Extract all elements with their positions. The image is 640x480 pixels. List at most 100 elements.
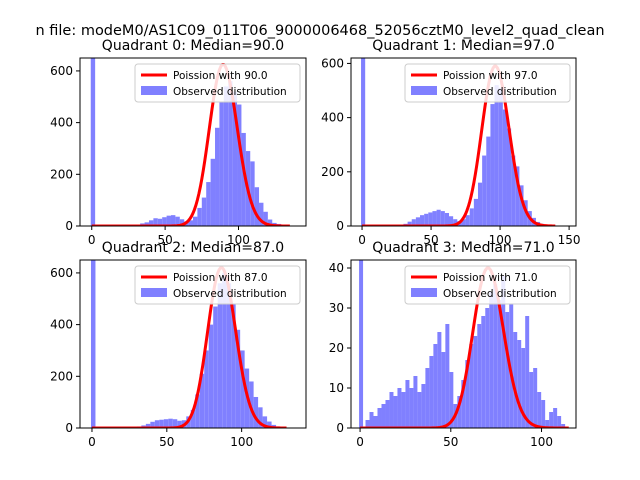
histogram-bar xyxy=(519,185,524,226)
histogram-bar xyxy=(154,420,160,428)
poisson-curve xyxy=(91,62,290,226)
histogram-bar xyxy=(444,212,450,226)
histogram-spike-bar xyxy=(361,58,366,226)
histogram-bar xyxy=(231,303,236,428)
legend-box xyxy=(404,265,571,305)
histogram-bar xyxy=(521,348,526,428)
histogram-bar xyxy=(465,360,470,428)
histogram-bar xyxy=(432,211,437,226)
histogram-bar xyxy=(413,376,418,428)
y-tick-label: 0 xyxy=(336,421,344,435)
histogram-bar xyxy=(433,344,438,428)
histogram-bar xyxy=(262,416,268,428)
histogram-bar xyxy=(153,218,158,226)
legend-bar-swatch xyxy=(141,86,167,95)
histogram-bar xyxy=(232,91,238,226)
poisson-curve xyxy=(361,64,556,226)
legend-label: Poission with 87.0 xyxy=(173,272,268,284)
histogram-bar xyxy=(267,219,273,226)
histogram-bar xyxy=(407,221,412,226)
histogram-bar xyxy=(415,217,421,226)
x-tick-label: 0 xyxy=(88,233,96,247)
x-tick-label: 100 xyxy=(530,435,553,449)
histogram-bar xyxy=(440,211,445,226)
histogram-bar xyxy=(393,396,398,428)
histogram-bar xyxy=(420,215,425,226)
histogram-spike-bar xyxy=(359,260,364,428)
x-tick-label: 50 xyxy=(157,233,172,247)
histogram-bar xyxy=(210,158,216,226)
y-tick-label: 600 xyxy=(50,266,73,280)
histogram-bar xyxy=(461,380,466,428)
axes-frame xyxy=(79,57,307,227)
histogram-bar xyxy=(545,420,550,428)
x-tick-label: 0 xyxy=(358,233,366,247)
histogram-bar xyxy=(525,316,530,428)
histogram-bar xyxy=(477,324,482,428)
y-tick-label: 0 xyxy=(336,219,344,233)
legend-label: Poission with 71.0 xyxy=(443,272,538,284)
histogram-bar xyxy=(259,202,264,226)
legend-label: Observed distribution xyxy=(443,86,557,98)
histogram-bar xyxy=(206,182,211,226)
histogram-bar xyxy=(240,350,245,428)
histogram-bar xyxy=(561,424,566,428)
histogram-bar xyxy=(195,394,200,428)
legend-box xyxy=(134,265,301,305)
histogram-bar xyxy=(163,419,169,428)
histogram-bar xyxy=(397,388,402,428)
histogram-bar xyxy=(411,219,416,226)
histogram-bar xyxy=(258,407,263,428)
legend-label: Poission with 97.0 xyxy=(443,70,538,82)
x-tick-label: 100 xyxy=(227,233,250,247)
panel-title: Quadrant 3: Median=71.0 xyxy=(372,240,554,256)
legend: Poission with 97.0 Observed distribution xyxy=(404,63,571,103)
panel-title: Quadrant 0: Median=90.0 xyxy=(102,38,284,54)
legend-label: Observed distribution xyxy=(173,288,287,300)
histogram-bar xyxy=(469,344,474,428)
histogram-bar xyxy=(215,127,220,226)
legend: Poission with 87.0 Observed distribution xyxy=(134,265,301,305)
histogram-bar xyxy=(549,412,554,428)
histogram-bar xyxy=(204,350,209,428)
histogram-bar xyxy=(241,132,246,226)
histogram-bar xyxy=(424,213,429,226)
y-tick-label: 600 xyxy=(321,56,344,70)
histogram-bar xyxy=(441,352,446,428)
histogram-bar xyxy=(222,272,227,428)
histogram-bar xyxy=(197,207,202,226)
histogram-bar xyxy=(175,216,180,226)
histogram-bar xyxy=(369,412,374,428)
histogram-bar xyxy=(497,300,502,428)
y-tick-label: 400 xyxy=(50,318,73,332)
axes-frame xyxy=(350,259,577,429)
panel-quadrant-3: Quadrant 3: Median=71.0 0 50 100 0 10 20 30 40 Po… xyxy=(329,240,577,449)
histogram-bar xyxy=(179,219,185,226)
histogram-bar xyxy=(515,166,520,226)
histogram-bar xyxy=(267,421,272,428)
x-tick-label: 50 xyxy=(443,435,458,449)
histogram-bar xyxy=(405,380,410,428)
histogram-bar xyxy=(513,332,518,428)
histogram-bar xyxy=(190,409,196,428)
legend-bar-swatch xyxy=(411,86,437,95)
histogram-bar xyxy=(533,368,538,428)
histogram-bar xyxy=(145,423,151,428)
x-tick-label: 0 xyxy=(88,435,96,449)
histogram-bar xyxy=(159,419,164,428)
histogram-bar xyxy=(506,128,512,226)
histogram-bar xyxy=(541,400,546,428)
x-tick-label: 50 xyxy=(159,435,174,449)
histogram-bar xyxy=(557,416,562,428)
histogram-bar xyxy=(417,392,422,428)
histogram-bar xyxy=(148,220,154,226)
histogram-bar xyxy=(162,217,167,226)
histogram-bar xyxy=(505,312,510,428)
histogram-bar xyxy=(481,316,486,428)
histogram-bar xyxy=(365,420,370,428)
histogram-bar xyxy=(457,396,462,428)
y-tick-label: 0 xyxy=(65,219,73,233)
legend-bar-swatch xyxy=(141,288,167,297)
y-tick-label: 600 xyxy=(50,64,73,78)
histogram-bar xyxy=(188,220,193,226)
